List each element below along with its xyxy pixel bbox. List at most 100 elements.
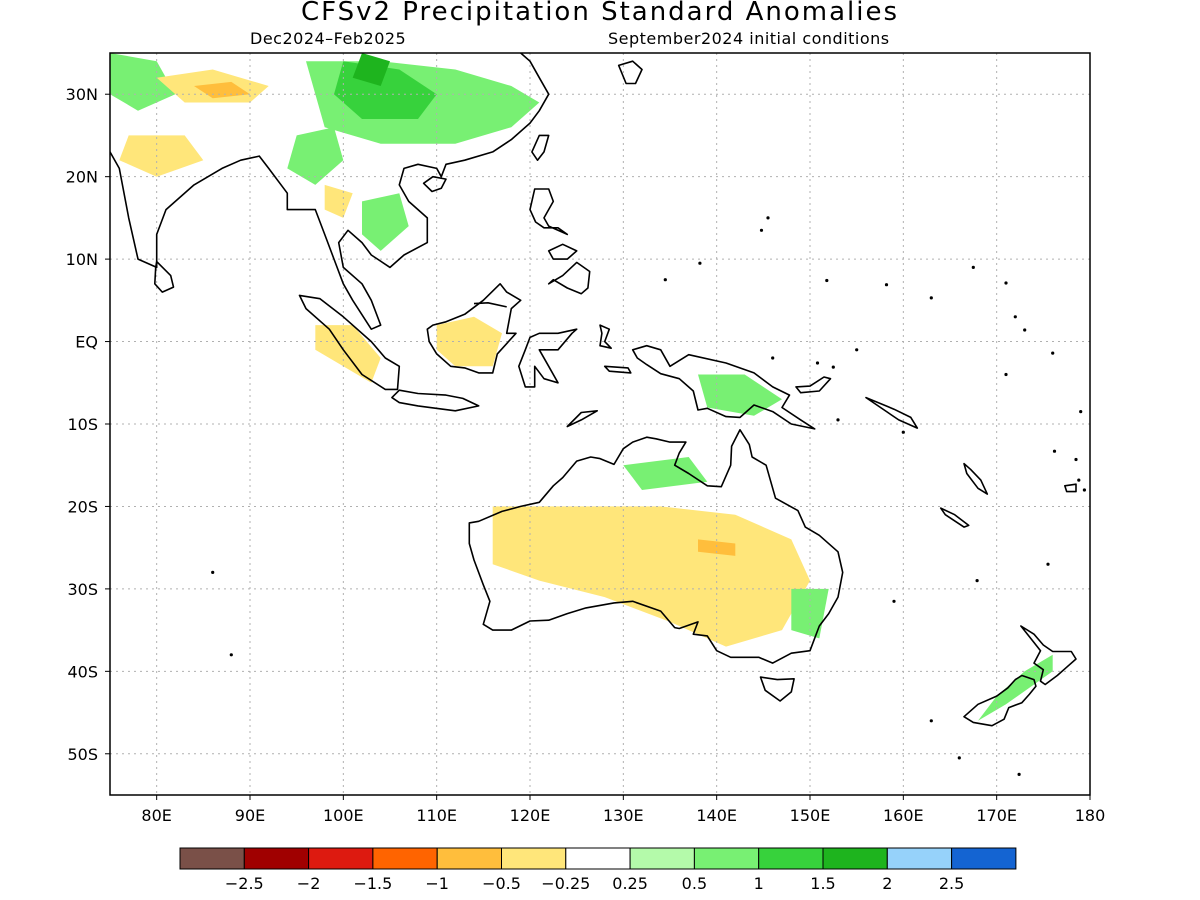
island-dot bbox=[825, 278, 829, 283]
colorbar-swatch bbox=[951, 847, 1017, 870]
coast-seram bbox=[603, 365, 632, 374]
colorbar-swatch bbox=[758, 847, 824, 870]
colorbar-label: −1.5 bbox=[353, 874, 392, 893]
anomaly-region-australia-north bbox=[623, 457, 708, 490]
anomaly-fill-layer bbox=[110, 53, 1053, 721]
colorbar-swatch bbox=[179, 847, 245, 870]
anomaly-region-sumatra bbox=[315, 325, 381, 383]
colorbar-swatch bbox=[243, 847, 310, 870]
tick-label-lon: 160E bbox=[883, 806, 924, 825]
island-dot bbox=[971, 265, 975, 269]
coast-luzon bbox=[529, 188, 569, 236]
island-dot bbox=[1082, 488, 1086, 492]
coast-borneo-sabah-border bbox=[473, 302, 507, 308]
colorbar-swatch bbox=[565, 847, 631, 870]
island-dot bbox=[1052, 449, 1057, 453]
grid-lines bbox=[110, 53, 1090, 795]
coast-fiji bbox=[1064, 483, 1077, 493]
colorbar-label: −2 bbox=[297, 874, 321, 893]
colorbar: −2.5 −2 −1.5 −1 −0.5 −0.25 0.25 0.5 1 1.5 2 2.5 bbox=[179, 847, 1017, 893]
tick-label-lon: 130E bbox=[603, 806, 644, 825]
island-dot bbox=[1079, 410, 1083, 414]
anomaly-region-new-zealand bbox=[978, 654, 1053, 721]
tick-label-lon: 150E bbox=[790, 806, 831, 825]
colorbar-swatch bbox=[372, 847, 438, 870]
colorbar-swatch bbox=[886, 847, 953, 870]
island-dot bbox=[1051, 351, 1055, 355]
colorbar-label: 0.25 bbox=[612, 874, 648, 893]
tick-label-lon: 80E bbox=[141, 806, 171, 825]
island-dot bbox=[855, 348, 859, 352]
island-dot bbox=[929, 296, 933, 300]
anomaly-region-indochina bbox=[362, 193, 409, 251]
island-dot bbox=[229, 653, 233, 657]
colorbar-label: −0.5 bbox=[482, 874, 521, 893]
coast-australia bbox=[468, 429, 844, 664]
anomaly-region-nw-india bbox=[110, 53, 176, 111]
axis-ticks: 80E 90E 100E 110E 120E 130E 140E 150E 160E 170E 18… bbox=[66, 85, 1106, 825]
tick-label-lat: 20N bbox=[66, 168, 98, 187]
island-dot bbox=[831, 365, 835, 369]
coast-tasmania bbox=[759, 676, 795, 702]
tick-label-lat: 20S bbox=[67, 497, 98, 516]
coast-sumatra bbox=[298, 294, 401, 391]
colorbar-label: 1 bbox=[754, 874, 764, 893]
island-dot bbox=[975, 579, 979, 583]
colorbar-label: 0.5 bbox=[682, 874, 707, 893]
anomaly-region-australia-sw bbox=[483, 572, 512, 622]
island-dot bbox=[892, 599, 896, 603]
colorbar-swatch bbox=[436, 847, 503, 870]
coast-sulawesi bbox=[518, 328, 578, 388]
anomaly-region-borneo bbox=[436, 316, 502, 367]
tick-label-lon: 170E bbox=[976, 806, 1017, 825]
coast-nz-north bbox=[1020, 625, 1077, 686]
colorbar-label: −1 bbox=[425, 874, 449, 893]
anomaly-region-central-india bbox=[119, 135, 204, 177]
anomaly-region-new-guinea bbox=[698, 374, 782, 416]
colorbar-label: 2.5 bbox=[939, 874, 964, 893]
island-dot bbox=[766, 216, 770, 220]
island-dot bbox=[1077, 478, 1081, 482]
island-dot bbox=[1004, 281, 1008, 285]
tick-label-lon: 180 bbox=[1075, 806, 1106, 825]
coast-japan-kyushu bbox=[617, 60, 643, 85]
tick-label-lon: 110E bbox=[416, 806, 457, 825]
coast-new-caledonia bbox=[939, 507, 970, 528]
colorbar-swatch bbox=[629, 847, 695, 870]
tick-label-lat: 10N bbox=[66, 250, 98, 269]
coast-java bbox=[391, 389, 480, 412]
coast-nz-south bbox=[963, 674, 1037, 727]
anomaly-region-myanmar bbox=[287, 127, 344, 185]
coast-halmahera bbox=[599, 324, 612, 349]
island-dot bbox=[771, 356, 775, 360]
tick-label-lat: 30N bbox=[66, 85, 98, 104]
coast-taiwan bbox=[531, 134, 550, 161]
coast-new-britain bbox=[795, 376, 832, 394]
coast-asia-mainland bbox=[110, 53, 550, 330]
coast-solomons bbox=[865, 396, 919, 429]
colorbar-label: −0.25 bbox=[541, 874, 590, 893]
island-dot bbox=[1046, 562, 1050, 566]
island-dot bbox=[1004, 372, 1008, 377]
colorbar-swatch bbox=[308, 847, 374, 870]
tick-label-lon: 100E bbox=[323, 806, 364, 825]
initial-conditions: September2024 initial conditions bbox=[608, 29, 890, 48]
coast-timor bbox=[566, 410, 598, 428]
tick-label-lon: 120E bbox=[510, 806, 551, 825]
anomaly-region-tibet-core bbox=[352, 53, 390, 86]
colorbar-swatch bbox=[693, 847, 760, 870]
coast-vanuatu bbox=[963, 462, 989, 495]
island-dot bbox=[1017, 772, 1021, 777]
island-dot bbox=[698, 261, 702, 265]
island-dot bbox=[884, 283, 889, 287]
coastlines bbox=[110, 53, 1086, 777]
anomaly-region-australia-interior bbox=[492, 506, 810, 647]
tick-label-lat: 40S bbox=[67, 662, 98, 681]
island-dot bbox=[211, 570, 215, 575]
map-title: CFSv2 Precipitation Standard Anomalies bbox=[300, 0, 900, 27]
anomaly-region-australia-core bbox=[698, 539, 736, 556]
tick-label-lat: 10S bbox=[67, 415, 98, 434]
island-dot bbox=[1013, 315, 1017, 319]
tick-label-lat: 30S bbox=[67, 580, 98, 599]
